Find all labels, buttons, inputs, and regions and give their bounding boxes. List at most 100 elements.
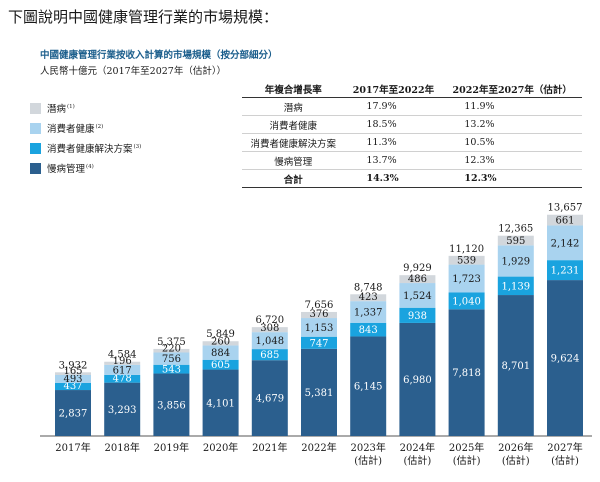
data-label: 478 [113,374,132,385]
total-label: 12,365 [498,224,533,235]
bar-segment [448,309,485,436]
bar-segment [497,276,534,296]
cagr-value: 10.5% [442,133,582,152]
data-label: 1,929 [501,256,530,267]
x-tick-note: (估計) [453,454,481,467]
data-label: 486 [408,274,427,285]
table-row: 消費者健康解決方案 11.3% 10.5% [242,133,582,152]
x-tick-label: 2026年 [498,441,533,454]
x-tick-note: (估計) [551,454,579,467]
data-label: 196 [113,356,132,367]
bar-segment [399,322,436,436]
bar-segment [251,360,288,436]
x-tick-label: 2019年 [154,441,189,454]
bar-segment [350,294,387,302]
bar-segment [55,372,91,375]
bar-segment [547,225,583,261]
legend-label: 消費者健康(2) [47,123,104,135]
bar-segment [202,359,239,370]
data-label: 260 [211,336,230,347]
cagr-header-cell: 2022年至2027年（估計） [442,80,582,98]
bar-segment [350,301,387,323]
bar-segment [350,322,387,337]
data-label: 1,231 [551,266,580,277]
data-label: 617 [113,365,132,376]
bar-segment [202,345,239,360]
cagr-segment: 合計 [242,169,345,188]
cagr-value: 12.3% [442,151,582,170]
x-tick-label: 2025年 [449,441,484,454]
data-label: 1,524 [403,291,432,302]
x-tick-label: 2027年 [547,441,582,454]
bar-segment [153,352,190,365]
chart-unit-label: 人民幣十億元（2017年至2027年（估計）） [40,66,227,77]
bar-segment [153,348,190,353]
bar-segment [448,292,485,310]
x-tick-label: 2020年 [203,441,238,454]
data-label: 1,139 [501,281,530,292]
x-tick-label: 2021年 [252,441,287,454]
legend-label: 慢病管理(4) [47,163,94,175]
data-label: 1,153 [305,323,334,334]
data-label: 8,701 [501,361,530,372]
total-label: 7,656 [305,300,334,311]
table-row: 潛病 17.9% 11.9% [242,97,582,116]
data-label: 685 [260,350,279,361]
data-label: 493 [63,374,82,385]
page-heading: 下圖說明中國健康管理行業的市場規模： [8,8,279,26]
data-label: 7,818 [452,368,481,379]
x-tick-label: 2018年 [104,441,139,454]
data-label: 539 [457,256,476,267]
data-label: 165 [63,366,82,377]
total-label: 6,720 [255,315,284,326]
bar-segment [301,318,337,337]
cagr-value: 17.9% [344,97,443,116]
data-label: 595 [506,236,525,247]
bar-segment [104,364,141,375]
cagr-header-cell: 年複合增長率 [242,80,345,98]
bar-segment [55,390,91,436]
data-label: 376 [309,309,328,320]
x-tick-label: 2023年 [350,441,385,454]
table-row: 消費者健康 18.5% 13.2% [242,115,582,134]
data-label: 843 [359,325,378,336]
data-label: 220 [162,343,181,354]
cagr-value: 11.3% [344,133,443,152]
bar-segment [301,311,337,319]
bar-segment [251,327,288,333]
legend-swatch-consumer-health [30,122,41,134]
bar-segment [497,235,534,246]
x-tick-label: 2022年 [301,441,336,454]
data-label: 661 [555,216,574,227]
data-label: 2,142 [551,238,580,249]
total-label: 5,375 [157,337,186,348]
legend-label: 潛病(1) [47,103,75,115]
cagr-value: 12.3% [442,169,582,188]
cagr-table: 年複合增長率 2017年至2022年 2022年至2027年（估計） 潛病 17… [242,80,582,188]
bar-segment [301,348,337,436]
x-tick-note: (估計) [403,454,431,467]
bar-segment [153,364,190,374]
cagr-value: 13.7% [344,151,443,170]
legend-item-consumer-health: 消費者健康(2) [30,121,103,135]
bar-segment [55,382,91,391]
cagr-value: 18.5% [344,115,443,134]
total-label: 3,932 [59,360,88,371]
cagr-segment: 慢病管理 [242,151,345,170]
data-label: 437 [63,381,82,392]
data-label: 4,101 [206,398,235,409]
bar-segment [202,369,239,436]
x-tick-note: (估計) [502,454,530,467]
bar-segment [547,214,583,226]
cagr-value: 13.2% [442,115,582,134]
bar-segment [251,349,288,361]
cagr-segment: 消費者健康 [242,115,345,134]
legend-item-consumer-health-solutions: 消費者健康解決方案(3) [30,141,141,155]
data-label: 938 [408,311,427,322]
data-label: 747 [309,338,328,349]
total-label: 11,120 [449,244,484,255]
bar-segment [497,245,534,277]
bar-segment [547,280,583,436]
legend-label: 消費者健康解決方案(3) [47,143,142,155]
